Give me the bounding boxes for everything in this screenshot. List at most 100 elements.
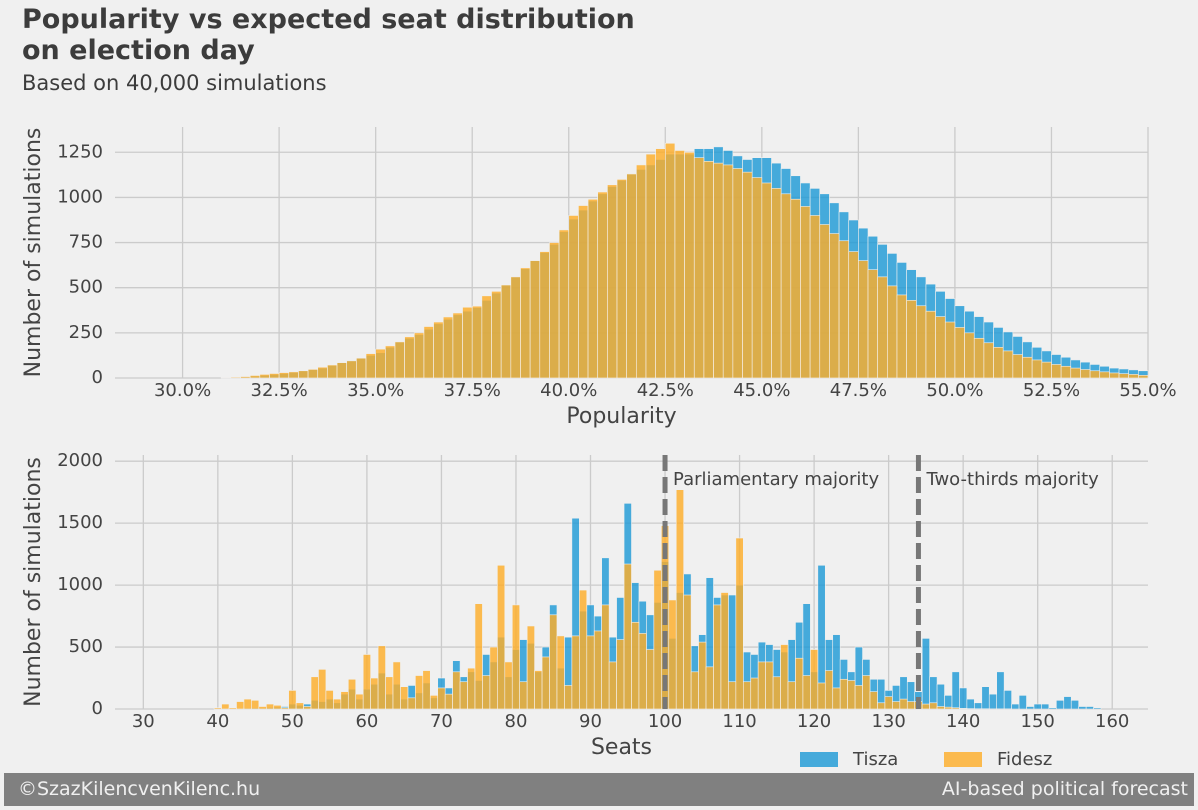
bar xyxy=(356,357,367,379)
bar xyxy=(1118,373,1129,379)
bar xyxy=(921,703,930,710)
bar xyxy=(534,670,543,710)
bar xyxy=(848,251,859,379)
x-tick-label: 45.0% xyxy=(733,380,790,401)
bar xyxy=(578,205,589,379)
reference-label: Parliamentary majority xyxy=(673,469,879,490)
bar xyxy=(607,184,618,379)
footer: ©SzazKilencvenKilenc.hu AI-based politic… xyxy=(4,773,1194,806)
y-axis-label: Number of simulations xyxy=(21,128,46,378)
bar xyxy=(664,142,676,379)
bar xyxy=(858,260,869,379)
footer-left: ©SzazKilencvenKilenc.hu xyxy=(18,778,261,800)
bar xyxy=(867,269,878,379)
bar xyxy=(265,703,275,710)
bar xyxy=(288,690,297,710)
bar xyxy=(251,700,260,710)
bar xyxy=(259,374,270,379)
bar xyxy=(722,164,734,379)
x-tick-label: 37.5% xyxy=(444,380,501,401)
bar xyxy=(504,661,513,710)
bar xyxy=(668,599,677,710)
legend-swatch xyxy=(800,752,838,767)
bar xyxy=(273,704,282,710)
x-tick-label: 110 xyxy=(722,711,756,732)
x-tick-label: 130 xyxy=(871,711,905,732)
bar xyxy=(1022,356,1033,379)
bar xyxy=(568,215,579,379)
bar xyxy=(809,215,821,379)
bar xyxy=(437,687,446,710)
bar xyxy=(307,369,319,379)
bar xyxy=(579,589,588,710)
bar xyxy=(340,691,349,710)
bar xyxy=(221,703,230,710)
bar xyxy=(375,348,386,379)
bar xyxy=(571,635,580,710)
bar xyxy=(944,321,956,379)
subtitle: Based on 40,000 simulations xyxy=(22,71,327,95)
x-tick-label: 160 xyxy=(1095,711,1129,732)
bar xyxy=(558,229,570,379)
bar xyxy=(303,706,312,710)
bar xyxy=(693,157,705,379)
bar xyxy=(549,614,558,710)
bar xyxy=(757,661,766,710)
bar xyxy=(996,671,1005,710)
bar xyxy=(616,179,627,379)
bar xyxy=(802,675,811,710)
bar xyxy=(520,267,531,379)
bar xyxy=(377,645,386,710)
y-tick-label: 1500 xyxy=(57,512,103,533)
bar xyxy=(959,708,968,710)
bar xyxy=(954,327,965,379)
bar xyxy=(847,680,856,710)
bar xyxy=(638,633,647,710)
bar xyxy=(269,373,280,379)
x-tick-label: 60 xyxy=(355,711,378,732)
bar xyxy=(732,168,743,379)
bar xyxy=(497,564,506,710)
bar xyxy=(413,332,425,379)
bar xyxy=(1012,354,1023,379)
bar xyxy=(1033,703,1042,710)
bar xyxy=(1093,707,1102,710)
bar xyxy=(481,295,492,379)
bar xyxy=(365,353,376,379)
x-axis-label: Popularity xyxy=(566,404,676,429)
bar xyxy=(310,676,319,710)
bar xyxy=(761,182,772,379)
x-tick-label: 120 xyxy=(797,711,831,732)
bar xyxy=(742,171,753,379)
bar xyxy=(462,306,473,379)
bar xyxy=(877,702,886,710)
y-tick-label: 0 xyxy=(92,698,103,719)
bar xyxy=(213,707,222,710)
bar xyxy=(626,173,637,379)
bar xyxy=(593,630,602,710)
bar xyxy=(1070,700,1079,710)
legend-label: Tisza xyxy=(852,749,898,770)
bar xyxy=(817,682,826,710)
bar xyxy=(653,569,662,710)
bar xyxy=(1026,706,1035,710)
bar xyxy=(819,224,830,379)
bar xyxy=(623,563,632,710)
bar xyxy=(645,153,656,379)
bar xyxy=(452,312,463,379)
x-tick-label: 42.5% xyxy=(637,380,694,401)
bar xyxy=(829,233,840,379)
y-tick-label: 250 xyxy=(69,322,103,343)
x-tick-label: 30 xyxy=(132,711,155,732)
x-tick-label: 90 xyxy=(579,711,602,732)
y-tick-label: 750 xyxy=(69,232,103,253)
bar xyxy=(655,148,666,379)
bar xyxy=(346,360,357,379)
bar xyxy=(1060,365,1072,379)
bar xyxy=(392,661,401,710)
bar xyxy=(511,604,521,710)
bar xyxy=(318,669,327,710)
bar xyxy=(597,191,608,379)
bar xyxy=(1070,367,1081,379)
